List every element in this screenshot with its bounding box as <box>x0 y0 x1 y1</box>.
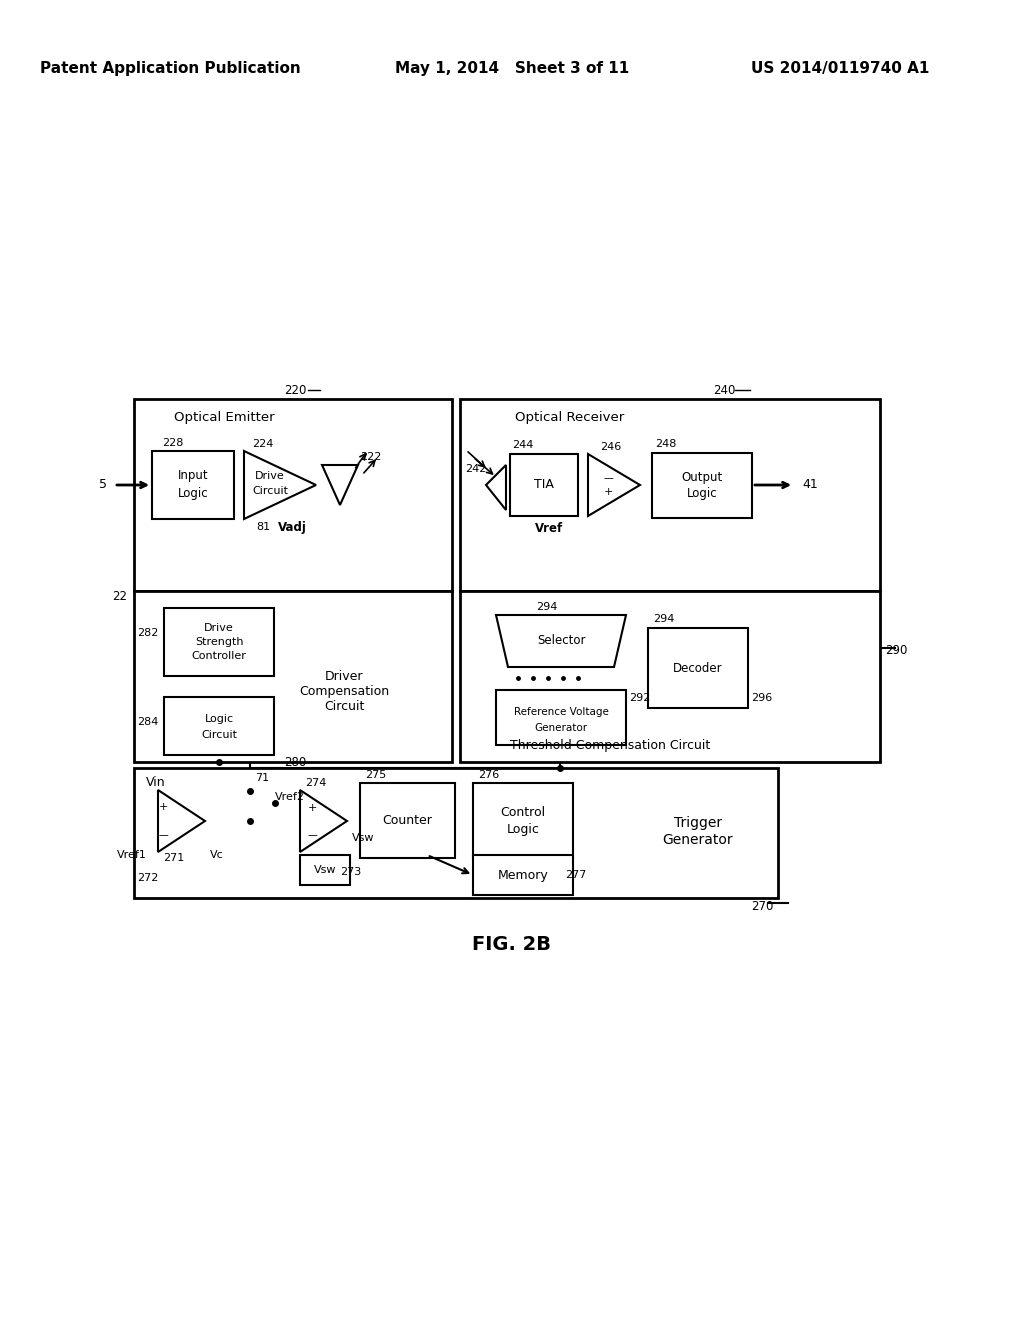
Text: Trigger: Trigger <box>674 816 722 830</box>
Bar <box>496 690 626 744</box>
Text: Drive: Drive <box>255 471 285 480</box>
Text: Vadj: Vadj <box>278 520 307 533</box>
Bar <box>152 451 234 519</box>
Text: Control: Control <box>501 807 546 820</box>
Text: Optical Receiver: Optical Receiver <box>515 411 625 424</box>
Text: Driver: Driver <box>325 669 364 682</box>
Text: Generator: Generator <box>535 723 588 733</box>
Text: Controller: Controller <box>191 651 247 661</box>
Text: Circuit: Circuit <box>201 730 237 741</box>
Text: 274: 274 <box>305 777 327 788</box>
Text: Reference Voltage: Reference Voltage <box>514 708 608 717</box>
Text: Logic: Logic <box>205 714 233 723</box>
Text: 296: 296 <box>751 693 772 704</box>
Text: Circuit: Circuit <box>252 486 288 496</box>
Bar <box>652 453 752 517</box>
Text: Vin: Vin <box>146 776 166 789</box>
Text: 292: 292 <box>629 693 650 704</box>
Text: Logic: Logic <box>687 487 718 500</box>
Text: Vref2: Vref2 <box>275 792 305 803</box>
Text: 244: 244 <box>512 440 534 450</box>
Text: —: — <box>158 830 168 840</box>
Text: 5: 5 <box>99 479 106 491</box>
Text: Strength: Strength <box>195 638 244 647</box>
Text: Threshold Compensation Circuit: Threshold Compensation Circuit <box>510 739 710 752</box>
Text: —: — <box>307 830 316 840</box>
Text: 41: 41 <box>802 479 818 491</box>
Text: +: + <box>307 803 316 813</box>
Bar <box>164 697 274 755</box>
Text: +: + <box>159 803 168 812</box>
Text: Drive: Drive <box>204 623 233 634</box>
Bar <box>134 399 452 591</box>
Text: Input: Input <box>178 470 208 483</box>
Text: May 1, 2014   Sheet 3 of 11: May 1, 2014 Sheet 3 of 11 <box>395 61 629 75</box>
Text: Patent Application Publication: Patent Application Publication <box>40 61 300 75</box>
Text: Vref: Vref <box>535 521 563 535</box>
Text: Output: Output <box>681 470 723 483</box>
Text: 240: 240 <box>713 384 735 396</box>
Text: Memory: Memory <box>498 869 549 882</box>
Text: 290: 290 <box>885 644 907 657</box>
Text: Compensation: Compensation <box>299 685 389 697</box>
Text: Vref1: Vref1 <box>117 850 147 861</box>
Bar <box>460 591 880 762</box>
Text: 71: 71 <box>255 774 269 783</box>
Text: Decoder: Decoder <box>673 661 723 675</box>
Text: 284: 284 <box>137 717 159 727</box>
Text: Selector: Selector <box>537 635 586 648</box>
Text: Vsw: Vsw <box>313 865 336 875</box>
Text: 282: 282 <box>137 628 159 638</box>
Text: 272: 272 <box>136 873 158 883</box>
Text: —: — <box>603 473 613 483</box>
Text: 22: 22 <box>112 590 127 603</box>
Text: 246: 246 <box>600 442 622 451</box>
Text: Logic: Logic <box>507 824 540 837</box>
Text: Optical Emitter: Optical Emitter <box>174 411 274 424</box>
Bar <box>134 591 452 762</box>
Text: 270: 270 <box>751 899 773 912</box>
Text: 224: 224 <box>252 440 273 449</box>
Text: +: + <box>603 487 612 498</box>
Text: 280: 280 <box>284 756 306 770</box>
Text: Vsw: Vsw <box>352 833 375 843</box>
Text: 294: 294 <box>653 614 675 624</box>
Text: 276: 276 <box>478 770 500 780</box>
Text: Circuit: Circuit <box>324 700 365 713</box>
Text: Generator: Generator <box>663 833 733 847</box>
Bar <box>510 454 578 516</box>
Text: 294: 294 <box>536 602 557 612</box>
Text: 271: 271 <box>163 853 184 863</box>
Bar <box>300 855 350 884</box>
Text: 228: 228 <box>162 438 183 447</box>
Text: 222: 222 <box>360 451 381 462</box>
Bar <box>473 783 573 858</box>
Text: Counter: Counter <box>382 813 432 826</box>
Text: TIA: TIA <box>535 479 554 491</box>
Bar <box>360 783 455 858</box>
Text: Logic: Logic <box>178 487 208 499</box>
Text: FIG. 2B: FIG. 2B <box>472 936 552 954</box>
Bar <box>473 855 573 895</box>
Bar <box>164 609 274 676</box>
Bar <box>648 628 748 708</box>
Text: Vc: Vc <box>210 850 224 861</box>
Text: 81: 81 <box>256 521 270 532</box>
Text: 277: 277 <box>565 870 587 880</box>
Bar <box>134 768 778 898</box>
Text: 273: 273 <box>340 867 361 876</box>
Bar <box>460 399 880 591</box>
Text: 220: 220 <box>284 384 306 396</box>
Text: 242: 242 <box>465 465 486 474</box>
Text: 275: 275 <box>365 770 386 780</box>
Text: US 2014/0119740 A1: US 2014/0119740 A1 <box>751 61 929 75</box>
Text: 248: 248 <box>655 440 677 449</box>
